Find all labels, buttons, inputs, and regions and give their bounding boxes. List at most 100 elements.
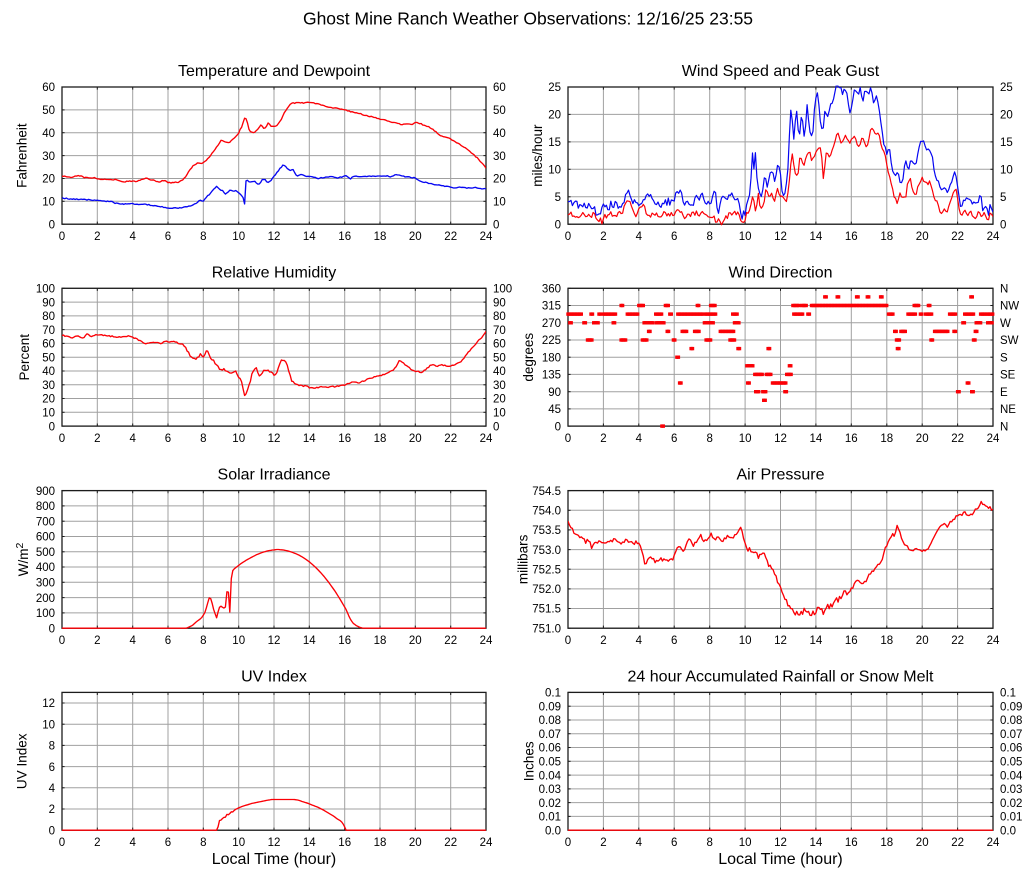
svg-text:80: 80 [493,311,506,323]
svg-text:UV Index: UV Index [241,668,307,685]
svg-text:14: 14 [810,635,823,647]
svg-text:2: 2 [94,837,100,849]
svg-text:0.1: 0.1 [1000,688,1016,700]
svg-text:0: 0 [49,421,55,433]
svg-text:270: 270 [542,318,561,330]
svg-text:0: 0 [59,231,65,243]
svg-text:16: 16 [845,433,858,445]
svg-text:0: 0 [555,421,561,433]
svg-text:8: 8 [706,837,712,849]
svg-text:20: 20 [409,635,422,647]
svg-text:14: 14 [303,433,316,445]
svg-text:18: 18 [880,231,893,243]
svg-text:751.0: 751.0 [532,623,561,635]
svg-text:22: 22 [444,837,457,849]
svg-text:15: 15 [548,137,561,149]
svg-text:30: 30 [493,151,506,163]
svg-text:90: 90 [42,297,55,309]
svg-text:30: 30 [493,380,506,392]
svg-text:60: 60 [493,339,506,351]
svg-text:22: 22 [951,837,964,849]
svg-text:10: 10 [548,165,561,177]
svg-text:0.09: 0.09 [539,701,561,713]
svg-text:8: 8 [706,433,712,445]
svg-text:45: 45 [548,404,561,416]
svg-text:2: 2 [94,433,100,445]
svg-text:W/m2: W/m2 [14,542,31,576]
svg-text:SW: SW [1000,335,1019,347]
svg-text:0: 0 [49,825,55,837]
svg-text:6: 6 [165,635,171,647]
svg-text:754.5: 754.5 [532,486,561,498]
svg-text:24: 24 [987,635,1000,647]
svg-text:10: 10 [493,197,506,209]
svg-text:40: 40 [493,128,506,140]
svg-text:12: 12 [774,231,787,243]
svg-text:15: 15 [1000,137,1013,149]
svg-text:50: 50 [493,352,506,364]
svg-text:0.08: 0.08 [539,715,561,727]
svg-text:200: 200 [36,593,55,605]
svg-text:2: 2 [49,804,55,816]
svg-text:14: 14 [810,837,823,849]
svg-text:W: W [1000,318,1011,330]
svg-text:2: 2 [600,433,606,445]
svg-text:0.1: 0.1 [545,688,561,700]
svg-text:700: 700 [36,516,55,528]
svg-text:14: 14 [810,231,823,243]
svg-text:0.04: 0.04 [539,770,562,782]
svg-text:0: 0 [493,421,499,433]
svg-text:4: 4 [129,433,136,445]
svg-text:18: 18 [880,837,893,849]
svg-text:4: 4 [129,837,136,849]
svg-text:8: 8 [706,231,712,243]
svg-text:22: 22 [444,635,457,647]
svg-text:24: 24 [987,837,1000,849]
svg-text:12: 12 [268,433,281,445]
svg-text:0.08: 0.08 [1000,715,1022,727]
svg-text:8: 8 [706,635,712,647]
svg-text:300: 300 [36,578,55,590]
svg-text:0: 0 [1000,219,1006,231]
svg-text:2: 2 [600,231,606,243]
svg-text:0: 0 [59,635,65,647]
svg-text:E: E [1000,387,1008,399]
svg-text:14: 14 [303,231,316,243]
svg-text:degrees: degrees [521,333,536,382]
svg-text:10: 10 [739,433,752,445]
svg-text:Relative Humidity: Relative Humidity [212,264,336,281]
svg-text:8: 8 [200,433,206,445]
svg-text:UV Index: UV Index [15,733,30,789]
svg-text:18: 18 [374,231,387,243]
svg-text:751.5: 751.5 [532,604,561,616]
svg-text:0.05: 0.05 [539,757,561,769]
svg-text:225: 225 [542,335,561,347]
svg-text:6: 6 [165,837,171,849]
svg-text:20: 20 [916,837,929,849]
svg-text:4: 4 [129,231,136,243]
svg-text:8: 8 [200,635,206,647]
svg-text:20: 20 [409,231,422,243]
svg-text:10: 10 [232,837,245,849]
svg-text:20: 20 [42,394,55,406]
svg-text:90: 90 [548,387,561,399]
svg-text:60: 60 [493,82,506,94]
svg-text:NW: NW [1000,301,1019,313]
svg-text:60: 60 [42,339,55,351]
svg-text:16: 16 [338,635,351,647]
svg-text:8: 8 [200,837,206,849]
svg-text:22: 22 [951,433,964,445]
svg-text:0: 0 [59,837,65,849]
svg-text:12: 12 [42,698,55,710]
svg-text:754.0: 754.0 [532,506,561,518]
svg-text:753.0: 753.0 [532,545,561,557]
svg-text:50: 50 [493,105,506,117]
svg-text:400: 400 [36,562,55,574]
svg-text:0: 0 [555,219,561,231]
svg-text:0: 0 [493,219,499,231]
svg-text:10: 10 [739,837,752,849]
svg-text:10: 10 [232,635,245,647]
svg-text:2: 2 [94,635,100,647]
svg-text:4: 4 [49,783,56,795]
svg-text:14: 14 [303,837,316,849]
